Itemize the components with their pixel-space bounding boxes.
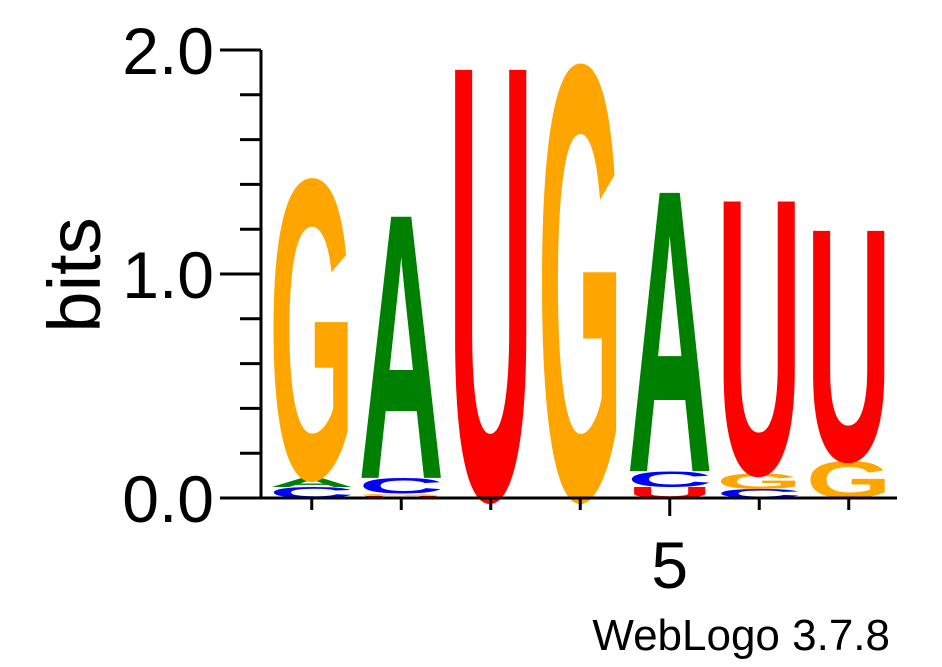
letter-C-pos5-1: C <box>627 467 712 491</box>
letter-A-pos2-3: A <box>359 135 444 559</box>
y-tick-label: 0.0 <box>122 462 214 536</box>
letter-G-pos1-2: G <box>269 90 354 570</box>
credit-label: WebLogo 3.7.8 <box>592 611 890 660</box>
letter-U-pos6-2: U <box>717 116 802 558</box>
axes <box>220 48 897 516</box>
letter-G-pos2-1: G <box>359 493 444 496</box>
letter-U-pos3-0: U <box>448 0 533 630</box>
y-axis-label: bits <box>33 217 116 332</box>
letter-G-pos4-0: G <box>538 0 623 630</box>
letter-A-pos1-1: A <box>269 476 354 490</box>
letter-stacks: CAGUGCAUGUCACGUGU <box>269 0 891 630</box>
y-tick-label: 1.0 <box>122 238 214 312</box>
x-tick-label: 5 <box>651 528 688 602</box>
letter-U-pos7-1: U <box>806 159 891 531</box>
letter-A-pos5-2: A <box>627 106 713 558</box>
letter-G-pos6-1: G <box>717 469 802 493</box>
labels: 0.0 1.0 2.0 5 bits WebLogo 3.7.8 <box>33 14 890 660</box>
y-tick-label: 2.0 <box>122 14 214 88</box>
letter-C-pos2-2: C <box>359 474 444 498</box>
